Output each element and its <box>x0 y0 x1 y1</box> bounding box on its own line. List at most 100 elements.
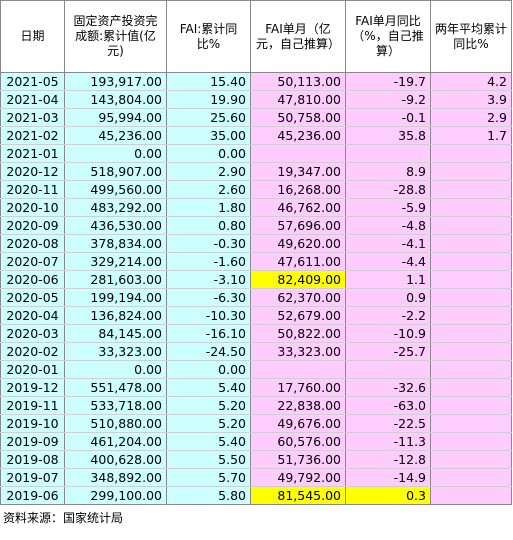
table-cell <box>430 432 512 451</box>
table-cell: 329,214.00 <box>64 252 167 271</box>
table-cell: 33,323.00 <box>250 342 346 361</box>
table-cell <box>430 234 512 253</box>
table-row: 2019-06 299,100.00 5.80 81,545.00 0.3 <box>0 486 512 505</box>
table-cell: 15.40 <box>166 72 251 91</box>
table-cell: 5.70 <box>166 468 251 487</box>
table-cell: 57,696.00 <box>250 216 346 235</box>
table-cell: 5.40 <box>166 432 251 451</box>
header-row: 日期 固定资产投资完成额:累计值(亿元) FAI:累计同比% FAI单月（亿元，自己推… <box>0 0 512 73</box>
table-cell: 47,611.00 <box>250 252 346 271</box>
table-cell: 5.20 <box>166 414 251 433</box>
table-cell: 49,676.00 <box>250 414 346 433</box>
table-cell: 49,620.00 <box>250 234 346 253</box>
table-cell: -4.8 <box>345 216 431 235</box>
table-cell: 19,347.00 <box>250 162 346 181</box>
table-cell: 2020-04 <box>0 306 65 325</box>
table-row: 2021-04 143,804.00 19.90 47,810.00 -9.2 3.9 <box>0 90 512 109</box>
table-cell: -22.5 <box>345 414 431 433</box>
table-row: 2020-02 33,323.00 -24.50 33,323.00 -25.7 <box>0 342 512 361</box>
table-row: 2020-11 499,560.00 2.60 16,268.00 -28.8 <box>0 180 512 199</box>
table-cell: -0.30 <box>166 234 251 253</box>
table-cell: -11.3 <box>345 432 431 451</box>
table-cell: 2020-03 <box>0 324 65 343</box>
table-cell: -16.10 <box>166 324 251 343</box>
table-row: 2021-05 193,917.00 15.40 50,113.00 -19.7 4.2 <box>0 72 512 91</box>
table-cell: 2019-09 <box>0 432 65 451</box>
table-cell <box>345 144 431 163</box>
table-cell: 50,758.00 <box>250 108 346 127</box>
table-cell: -24.50 <box>166 342 251 361</box>
table-cell: 2020-05 <box>0 288 65 307</box>
table-cell: 5.80 <box>166 486 251 505</box>
table-cell: 4.2 <box>430 72 512 91</box>
table-cell <box>430 288 512 307</box>
source-note: 资料来源：国家统计局 <box>3 511 124 525</box>
table-cell: 35.00 <box>166 126 251 145</box>
table-cell: 2.90 <box>166 162 251 181</box>
table-cell: 60,576.00 <box>250 432 346 451</box>
table-cell: 281,603.00 <box>64 270 167 289</box>
table-cell: 95,994.00 <box>64 108 167 127</box>
table-cell: 17,760.00 <box>250 378 346 397</box>
table-cell: 19.90 <box>166 90 251 109</box>
table-cell: 51,736.00 <box>250 450 346 469</box>
table-cell <box>430 360 512 379</box>
table-cell: 0.9 <box>345 288 431 307</box>
table-cell: 436,530.00 <box>64 216 167 235</box>
table-cell: 47,810.00 <box>250 90 346 109</box>
table-row: 2020-08 378,834.00 -0.30 49,620.00 -4.1 <box>0 234 512 253</box>
table-cell: 52,679.00 <box>250 306 346 325</box>
table-cell: 400,628.00 <box>64 450 167 469</box>
table-cell: 0.3 <box>345 486 431 505</box>
table-cell: 2019-06 <box>0 486 65 505</box>
table-cell: -0.1 <box>345 108 431 127</box>
table-row: 2020-10 483,292.00 1.80 46,762.00 -5.9 <box>0 198 512 217</box>
table-cell: 50,113.00 <box>250 72 346 91</box>
table-row: 2020-01 0.00 0.00 <box>0 360 512 379</box>
table-cell: 348,892.00 <box>64 468 167 487</box>
table-cell: -9.2 <box>345 90 431 109</box>
table-cell <box>250 360 346 379</box>
table-cell <box>430 252 512 271</box>
table-cell <box>430 162 512 181</box>
table-cell: 2019-07 <box>0 468 65 487</box>
table-cell <box>250 144 346 163</box>
table-row: 2020-09 436,530.00 0.80 57,696.00 -4.8 <box>0 216 512 235</box>
table-cell <box>430 414 512 433</box>
table-cell: 16,268.00 <box>250 180 346 199</box>
table-cell: -63.0 <box>345 396 431 415</box>
table-cell: 483,292.00 <box>64 198 167 217</box>
table-cell: -10.30 <box>166 306 251 325</box>
table-cell: 378,834.00 <box>64 234 167 253</box>
table-cell: 533,718.00 <box>64 396 167 415</box>
table-cell: 461,204.00 <box>64 432 167 451</box>
table-cell: 22,838.00 <box>250 396 346 415</box>
table-cell <box>430 180 512 199</box>
table-cell: 5.50 <box>166 450 251 469</box>
table-row: 2019-10 510,880.00 5.20 49,676.00 -22.5 <box>0 414 512 433</box>
table-cell: 62,370.00 <box>250 288 346 307</box>
table-cell: 2021-03 <box>0 108 65 127</box>
header-cell: 两年平均累计同比% <box>430 0 512 73</box>
table-cell: 2020-07 <box>0 252 65 271</box>
table-cell: 0.00 <box>64 360 167 379</box>
table-row: 2019-09 461,204.00 5.40 60,576.00 -11.3 <box>0 432 512 451</box>
table-cell: 136,824.00 <box>64 306 167 325</box>
table-cell: 35.8 <box>345 126 431 145</box>
table-cell <box>430 270 512 289</box>
table-cell <box>430 342 512 361</box>
table-cell: -10.9 <box>345 324 431 343</box>
table-cell <box>345 360 431 379</box>
table-cell: 3.9 <box>430 90 512 109</box>
table-cell: 0.80 <box>166 216 251 235</box>
table-cell: -32.6 <box>345 378 431 397</box>
table-cell <box>430 216 512 235</box>
table-cell: 193,917.00 <box>64 72 167 91</box>
table-row: 2019-07 348,892.00 5.70 49,792.00 -14.9 <box>0 468 512 487</box>
table-cell: 0.00 <box>64 144 167 163</box>
table-cell <box>430 450 512 469</box>
table-cell: 2020-06 <box>0 270 65 289</box>
table-cell: -3.10 <box>166 270 251 289</box>
table-cell: 2021-01 <box>0 144 65 163</box>
